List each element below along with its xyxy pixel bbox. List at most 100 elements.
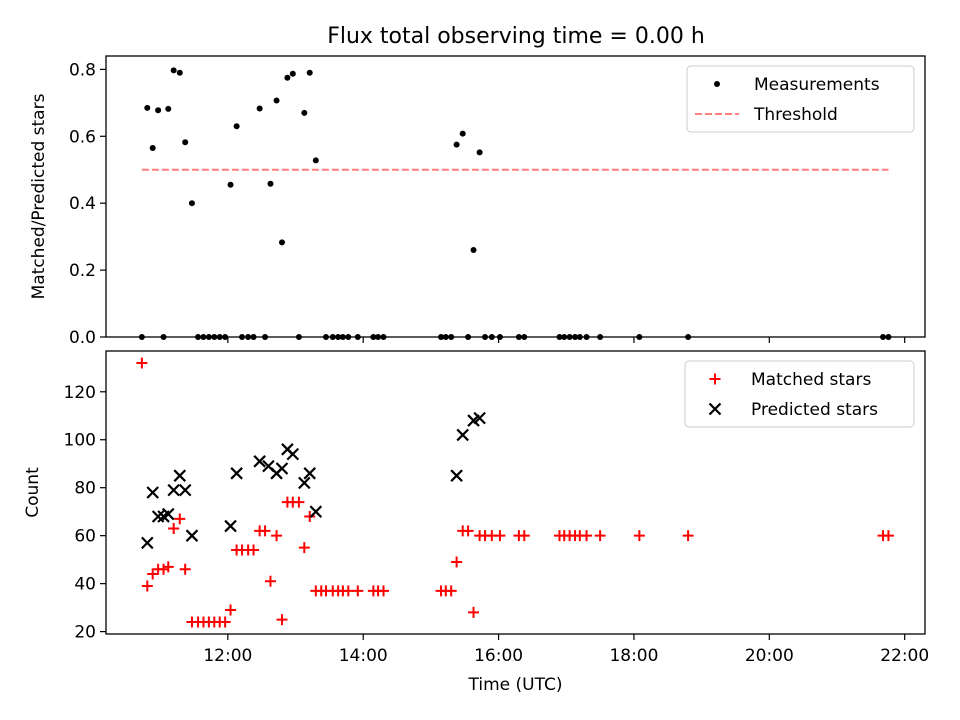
matched-star-point	[633, 530, 645, 542]
legend-marker	[709, 373, 721, 385]
plot-layer: 0.0 0.2 0.4 0.6 0.8 Matched/Predicted stars Me…	[23, 55, 929, 695]
predicted-star-point	[253, 455, 266, 468]
predicted-star-point	[450, 469, 463, 482]
matched-star-point	[147, 568, 159, 580]
predicted-star-point	[456, 428, 469, 442]
matched-star-point	[225, 604, 237, 616]
legend-label: Matched stars	[751, 370, 871, 390]
y-tick-label: 40	[74, 575, 96, 595]
measurement-point	[149, 144, 156, 151]
panel-1: 0.0 0.2 0.4 0.6 0.8 Matched/Predicted stars Me…	[29, 55, 926, 348]
figure-title: Flux total observing time = 0.00 h	[327, 24, 705, 49]
y-tick-label: 120	[64, 383, 96, 403]
measurement-point	[273, 97, 280, 104]
measurement-point	[470, 247, 477, 254]
predicted-star-point	[151, 510, 165, 523]
legend-label: Measurements	[754, 75, 880, 95]
series-predicted-stars	[141, 411, 486, 550]
predicted-star-point	[167, 483, 180, 497]
measurement-point	[188, 200, 195, 207]
predicted-star-point	[161, 507, 175, 521]
y-tick-label: 100	[64, 431, 96, 451]
x-tick-label: 18:00	[609, 646, 658, 666]
measurement-point	[170, 67, 177, 74]
measurement-point	[278, 239, 285, 246]
measurement-point	[155, 107, 162, 114]
matched-star-point	[174, 513, 186, 525]
x-axis-label: Time (UTC)	[468, 675, 563, 695]
predicted-star-point	[309, 505, 323, 518]
matched-star-point	[136, 357, 148, 369]
legend: Measurements Threshold	[686, 65, 915, 133]
measurement-point	[176, 69, 183, 76]
measurement-point	[453, 141, 460, 148]
y-tick-label: 0.6	[69, 127, 96, 147]
predicted-star-point	[473, 411, 486, 425]
matched-star-point	[168, 522, 180, 534]
matched-star-point	[276, 614, 288, 626]
measurement-point	[233, 123, 240, 130]
legend-box	[686, 65, 915, 133]
y-tick-label: 0.2	[69, 261, 96, 281]
y-axis-label: Count	[23, 467, 43, 518]
y-tick-label: 0.4	[69, 194, 96, 214]
matched-star-point	[298, 542, 310, 554]
predicted-star-point	[185, 529, 199, 542]
x-tick-label: 14:00	[339, 646, 388, 666]
predicted-star-point	[286, 447, 300, 461]
axes-frame	[105, 350, 926, 635]
measurement-point	[227, 181, 234, 188]
matched-star-point	[141, 580, 153, 592]
series-matched-stars	[136, 357, 894, 628]
measurement-point	[267, 180, 274, 187]
y-tick-label: 20	[74, 623, 96, 643]
y-tick-label: 80	[74, 479, 96, 499]
matched-star-point	[342, 585, 354, 597]
series-layer	[136, 357, 894, 628]
predicted-star-point	[146, 486, 159, 499]
legend-marker	[714, 81, 720, 87]
x-tick-label: 16:00	[474, 646, 523, 666]
legend: Matched stars Predicted stars	[684, 360, 915, 428]
measurement-point	[476, 149, 483, 156]
predicted-star-point	[298, 476, 311, 490]
axes-frame	[105, 55, 926, 338]
matched-star-point	[293, 496, 305, 508]
predicted-star-point	[173, 469, 187, 482]
matched-star-point	[352, 585, 364, 597]
predicted-star-point	[224, 519, 237, 533]
predicted-star-point	[178, 483, 192, 497]
matched-star-point	[494, 530, 506, 542]
matched-star-point	[162, 561, 174, 573]
matched-star-point	[271, 530, 283, 542]
matched-star-point	[378, 585, 390, 597]
measurement-point	[459, 130, 466, 137]
matched-star-point	[581, 530, 593, 542]
x-tick-label: 20:00	[745, 646, 794, 666]
matched-star-point	[594, 530, 606, 542]
legend-label: Threshold	[753, 105, 838, 125]
matched-star-point	[462, 525, 474, 537]
measurement-point	[312, 157, 319, 164]
matched-star-point	[451, 556, 463, 568]
legend-box	[684, 360, 915, 428]
predicted-star-point	[303, 467, 317, 480]
measurement-point	[284, 74, 291, 81]
measurement-point	[289, 70, 296, 77]
matched-star-point	[158, 563, 170, 575]
measurement-point	[301, 109, 308, 116]
y-tick-label: 60	[74, 527, 96, 547]
predicted-star-point	[275, 462, 289, 475]
legend-marker	[708, 402, 722, 416]
y-tick-label: 0.8	[69, 60, 96, 80]
measurement-point	[306, 69, 313, 76]
predicted-star-point	[141, 536, 154, 550]
matched-star-point	[264, 575, 276, 587]
matched-star-point	[468, 606, 480, 618]
y-tick-label: 0.0	[69, 328, 96, 348]
x-tick-label: 12:00	[203, 646, 252, 666]
measurement-point	[144, 104, 151, 111]
matched-star-point	[882, 530, 894, 542]
predicted-star-point	[230, 467, 243, 480]
